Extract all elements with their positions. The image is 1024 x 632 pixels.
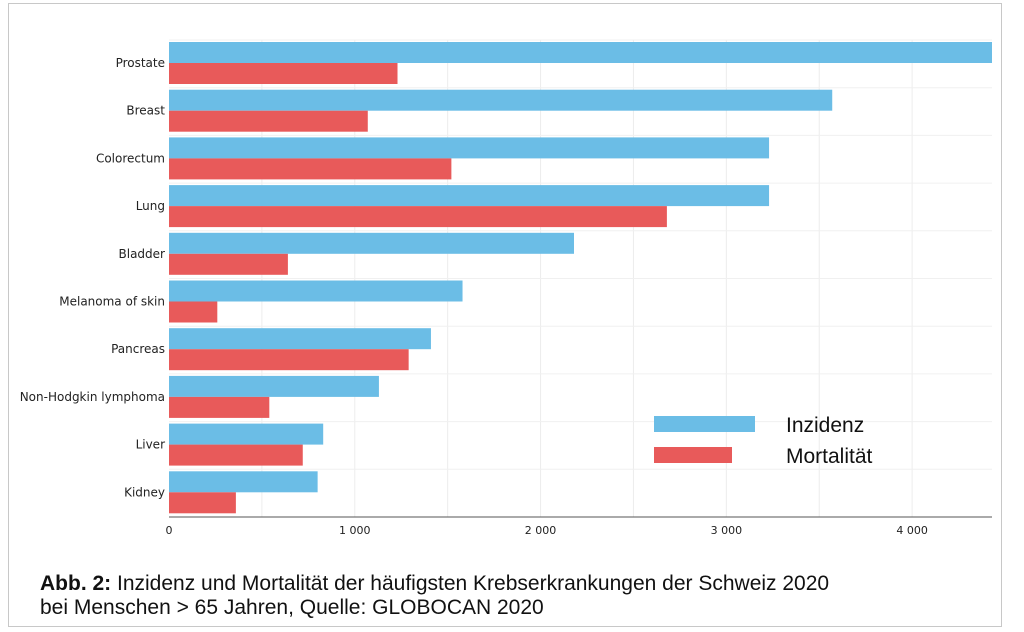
legend: Inzidenz Mortalität: [654, 414, 873, 468]
category-label: Lung: [136, 199, 165, 213]
x-tick-label: 1 000: [339, 524, 371, 537]
x-tick-labels: 0 1 000 2 000 3 000 4 000: [166, 524, 928, 537]
category-label: Melanoma of skin: [59, 295, 165, 309]
figure-frame: [8, 3, 1002, 627]
caption-label: Abb. 2:: [40, 572, 112, 595]
x-tick-label: 4 000: [896, 524, 928, 537]
bar-inzidenz: [169, 137, 770, 159]
bar-mortalitaet: [169, 349, 409, 371]
legend-label-mortalitaet: Mortalität: [786, 445, 873, 468]
category-label: Non-Hodgkin lymphoma: [20, 390, 165, 404]
x-tick-label: 0: [166, 524, 173, 537]
category-labels: Prostate Breast Colorectum Lung Bladder Melan…: [20, 56, 166, 499]
bar-mortalitaet: [169, 158, 452, 180]
category-label: Kidney: [124, 485, 165, 499]
legend-swatch-inzidenz: [654, 416, 755, 432]
bar-mortalitaet: [169, 301, 218, 323]
x-tick-label: 2 000: [525, 524, 557, 537]
bar-mortalitaet: [169, 444, 303, 466]
bar-inzidenz: [169, 328, 431, 350]
category-label: Liver: [136, 438, 166, 452]
bar-mortalitaet: [169, 396, 270, 418]
bar-inzidenz: [169, 232, 574, 254]
bar-mortalitaet: [169, 110, 368, 132]
bar-mortalitaet: [169, 206, 667, 228]
figure-caption: Abb. 2: Inzidenz und Mortalität der häuf…: [40, 572, 1000, 620]
caption-line-1: Abb. 2: Inzidenz und Mortalität der häuf…: [40, 572, 1000, 596]
bar-mortalitaet: [169, 253, 288, 275]
bar-mortalitaet: [169, 63, 398, 84]
caption-text-1: Inzidenz und Mortalität der häufigsten K…: [111, 572, 830, 595]
caption-line-2: bei Menschen > 65 Jahren, Quelle: GLOBOC…: [40, 596, 544, 619]
category-label: Bladder: [119, 247, 166, 261]
x-tick-label: 3 000: [711, 524, 743, 537]
bar-inzidenz: [169, 375, 379, 397]
category-label: Colorectum: [96, 151, 165, 165]
gridlines: [169, 39, 992, 518]
bar-inzidenz: [169, 423, 324, 445]
bar-inzidenz: [169, 471, 318, 493]
legend-swatch-mortalitaet: [654, 447, 732, 463]
bars: [169, 42, 992, 514]
bar-inzidenz: [169, 280, 463, 302]
bar-mortalitaet: [169, 492, 236, 514]
category-label: Prostate: [116, 56, 165, 70]
bar-inzidenz: [169, 185, 770, 207]
bar-inzidenz: [169, 89, 833, 111]
bar-chart: Prostate Breast Colorectum Lung Bladder Melan…: [20, 39, 992, 537]
category-label: Breast: [126, 104, 165, 118]
category-label: Pancreas: [111, 342, 165, 356]
legend-label-inzidenz: Inzidenz: [786, 414, 864, 437]
bar-inzidenz: [169, 42, 992, 63]
